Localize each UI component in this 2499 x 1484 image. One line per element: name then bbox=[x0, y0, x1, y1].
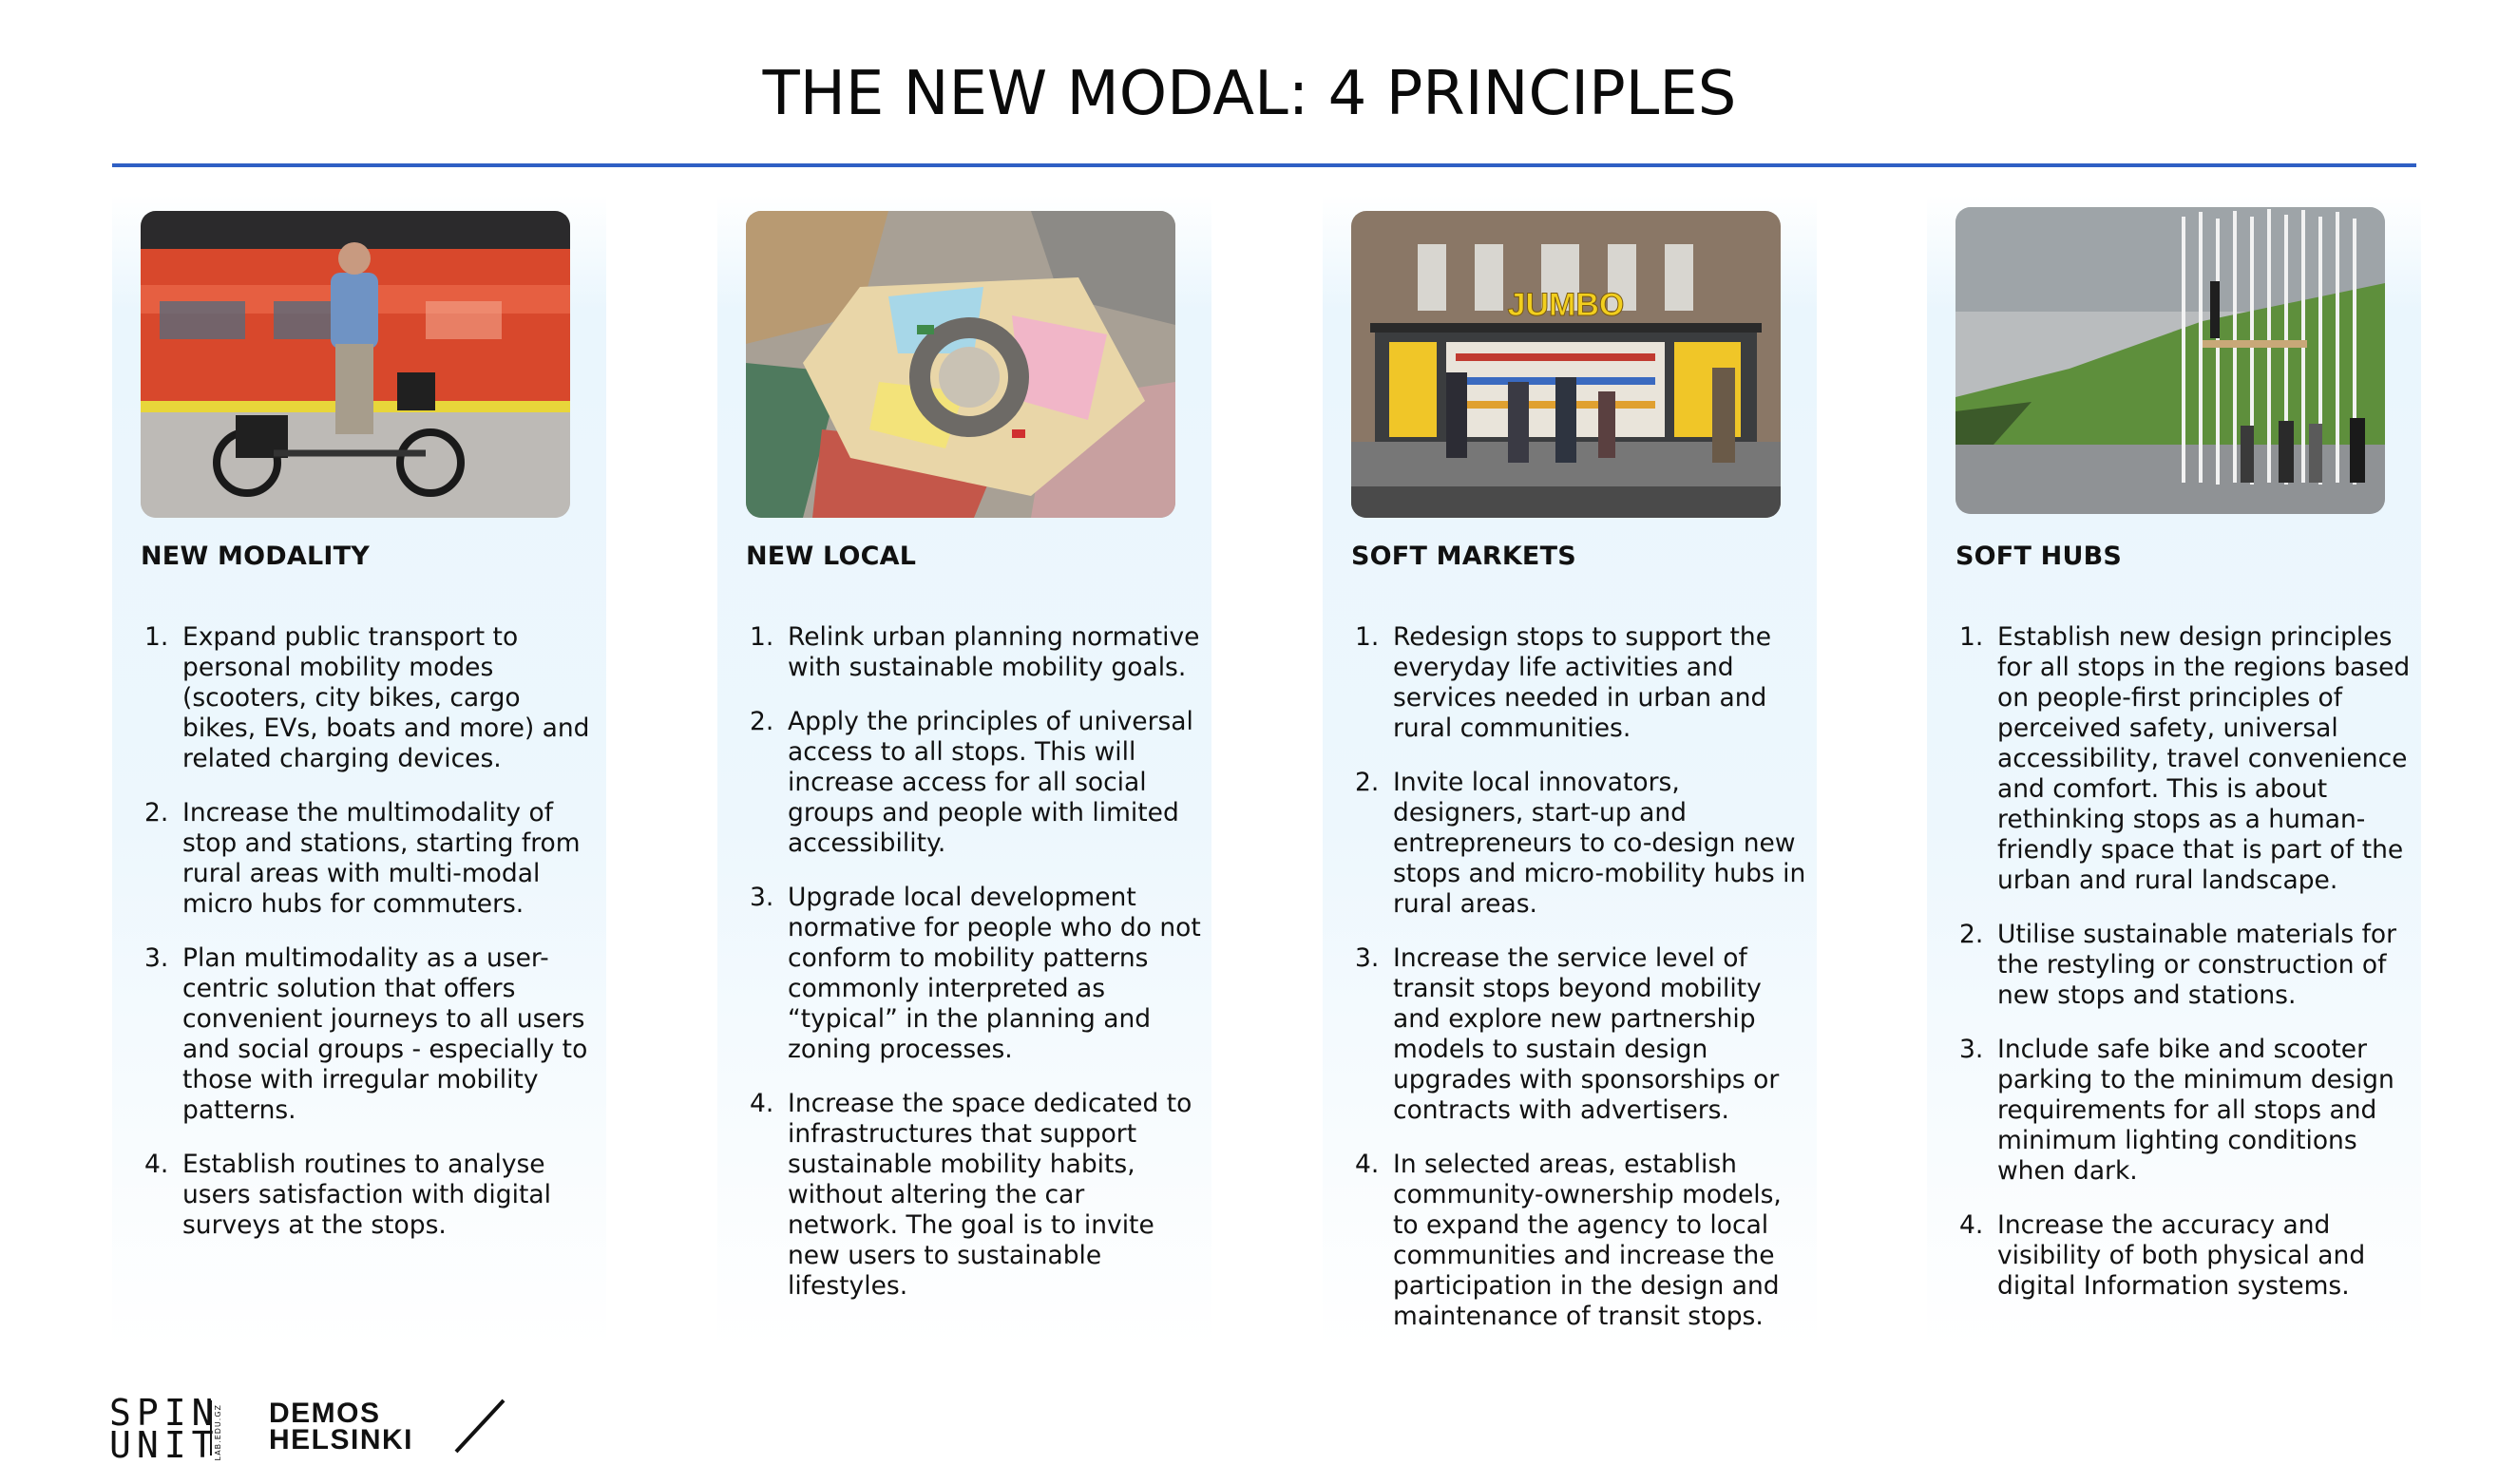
heading-soft-markets: SOFT MARKETS bbox=[1351, 542, 1576, 571]
item-number: 2. bbox=[144, 798, 169, 828]
item-text: Upgrade local development normative for … bbox=[788, 883, 1201, 1064]
photo-soft-hubs bbox=[1955, 207, 2385, 514]
item-number: 3. bbox=[1959, 1035, 1984, 1064]
item-number: 2. bbox=[1959, 920, 1984, 949]
item-text: Plan multimodality as a user-centric sol… bbox=[182, 943, 588, 1125]
points-list: 1. Redesign stops to support the everyday… bbox=[1351, 622, 1807, 1356]
heading-new-modality: NEW MODALITY bbox=[141, 542, 370, 571]
item-number: 3. bbox=[144, 943, 169, 973]
heading-new-local: NEW LOCAL bbox=[746, 542, 917, 571]
spin-logo-line1: SPIN bbox=[109, 1392, 219, 1434]
photo-soft-markets: JUMBO bbox=[1351, 211, 1781, 518]
item-number: 1. bbox=[1959, 622, 1984, 652]
list-item: 2. Apply the principles of universal acce… bbox=[746, 707, 1202, 859]
jumbo-sign: JUMBO bbox=[1508, 287, 1625, 323]
item-text: Increase the service level of transit st… bbox=[1393, 943, 1780, 1125]
item-number: 1. bbox=[1355, 622, 1380, 652]
page-title: THE NEW MODAL: 4 PRINCIPLES bbox=[762, 59, 1737, 129]
item-number: 4. bbox=[1355, 1150, 1380, 1179]
item-text: Include safe bike and scooter parking to… bbox=[1997, 1035, 2394, 1186]
item-number: 1. bbox=[750, 622, 774, 652]
item-text: Increase the accuracy and visibility of … bbox=[1997, 1210, 2366, 1301]
list-item: 4. Establish routines to analyse users sa… bbox=[141, 1150, 597, 1241]
principle-column-new-local: NEW LOCAL 1. Relink urban planning normat… bbox=[717, 195, 1211, 1349]
list-item: 4. Increase the accuracy and visibility o… bbox=[1955, 1210, 2412, 1302]
list-item: 4. In selected areas, establish community… bbox=[1351, 1150, 1807, 1332]
points-list: 1. Relink urban planning normative with s… bbox=[746, 622, 1202, 1325]
item-number: 2. bbox=[750, 707, 774, 736]
title-divider bbox=[112, 163, 2416, 167]
spin-logo-sub: LAB.EDU.GZ bbox=[214, 1404, 222, 1461]
list-item: 1. Redesign stops to support the everyday… bbox=[1351, 622, 1807, 744]
spin-logo-line2: UNIT bbox=[109, 1424, 219, 1466]
principle-column-soft-hubs: SOFT HUBS 1. Establish new design princip… bbox=[1927, 195, 2421, 1349]
list-item: 2. Increase the multimodality of stop and… bbox=[141, 798, 597, 920]
list-item: 3. Include safe bike and scooter parking … bbox=[1955, 1035, 2412, 1187]
list-item: 2. Utilise sustainable materials for the … bbox=[1955, 920, 2412, 1011]
item-text: Establish new design principles for all … bbox=[1997, 622, 2411, 895]
photo-new-modality bbox=[141, 211, 570, 518]
item-text: Establish routines to analyse users sati… bbox=[182, 1150, 551, 1240]
list-item: 3. Plan multimodality as a user-centric s… bbox=[141, 943, 597, 1126]
item-number: 4. bbox=[144, 1150, 169, 1179]
points-list: 1. Establish new design principles for al… bbox=[1955, 622, 2412, 1325]
list-item: 2. Invite local innovators, designers, st… bbox=[1351, 768, 1807, 920]
item-number: 3. bbox=[750, 883, 774, 912]
demos-helsinki-logo: DEMOS HELSINKI bbox=[269, 1398, 414, 1455]
item-text: Apply the principles of universal access… bbox=[788, 707, 1193, 858]
item-text: Expand public transport to personal mobi… bbox=[182, 622, 590, 773]
item-number: 2. bbox=[1355, 768, 1380, 797]
heading-soft-hubs: SOFT HUBS bbox=[1955, 542, 2123, 571]
logo-divider bbox=[210, 1400, 212, 1455]
photo-new-local bbox=[746, 211, 1175, 518]
item-text: Relink urban planning normative with sus… bbox=[788, 622, 1200, 682]
item-text: Increase the multimodality of stop and s… bbox=[182, 798, 581, 919]
points-list: 1. Expand public transport to personal mo… bbox=[141, 622, 597, 1265]
demos-logo-line2: HELSINKI bbox=[269, 1424, 414, 1455]
demos-slash-icon bbox=[454, 1398, 506, 1454]
list-item: 1. Establish new design principles for al… bbox=[1955, 622, 2412, 896]
list-item: 1. Expand public transport to personal mo… bbox=[141, 622, 597, 774]
list-item: 1. Relink urban planning normative with s… bbox=[746, 622, 1202, 683]
list-item: 3. Increase the service level of transit … bbox=[1351, 943, 1807, 1126]
principle-column-new-modality: NEW MODALITY 1. Expand public transport t… bbox=[112, 195, 606, 1349]
item-number: 4. bbox=[1959, 1210, 1984, 1240]
principle-column-soft-markets: JUMBO SOFT MARKETS 1. Redesign stops to s… bbox=[1323, 195, 1817, 1349]
item-number: 3. bbox=[1355, 943, 1380, 973]
item-text: In selected areas, establish community-o… bbox=[1393, 1150, 1782, 1331]
item-text: Invite local innovators, designers, star… bbox=[1393, 768, 1806, 919]
item-text: Increase the space dedicated to infrastr… bbox=[788, 1089, 1192, 1301]
item-text: Utilise sustainable materials for the re… bbox=[1997, 920, 2397, 1010]
item-number: 4. bbox=[750, 1089, 774, 1118]
item-text: Redesign stops to support the everyday l… bbox=[1393, 622, 1772, 743]
spin-unit-logo: SPIN UNIT bbox=[109, 1392, 219, 1466]
item-number: 1. bbox=[144, 622, 169, 652]
list-item: 4. Increase the space dedicated to infras… bbox=[746, 1089, 1202, 1302]
demos-logo-line1: DEMOS bbox=[269, 1398, 381, 1429]
list-item: 3. Upgrade local development normative fo… bbox=[746, 883, 1202, 1065]
